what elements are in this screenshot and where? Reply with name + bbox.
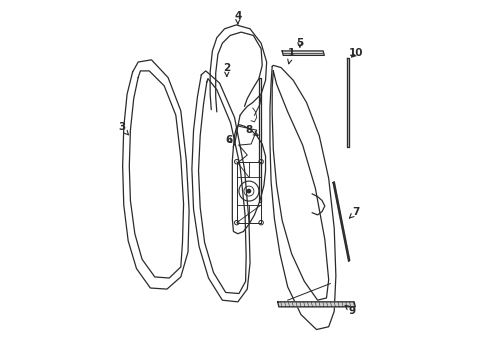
Text: 7: 7 [349, 207, 359, 218]
Text: 6: 6 [225, 135, 232, 145]
Polygon shape [332, 182, 349, 261]
Text: 1: 1 [287, 48, 295, 64]
Text: 8: 8 [245, 125, 258, 135]
Circle shape [247, 189, 250, 193]
Text: 10: 10 [348, 48, 363, 58]
Text: 4: 4 [234, 10, 241, 24]
Text: 2: 2 [223, 63, 230, 76]
Polygon shape [282, 51, 324, 55]
Polygon shape [277, 302, 355, 307]
Text: 5: 5 [296, 38, 303, 48]
Text: 9: 9 [345, 305, 355, 316]
Text: 3: 3 [118, 122, 128, 135]
Polygon shape [346, 58, 348, 147]
